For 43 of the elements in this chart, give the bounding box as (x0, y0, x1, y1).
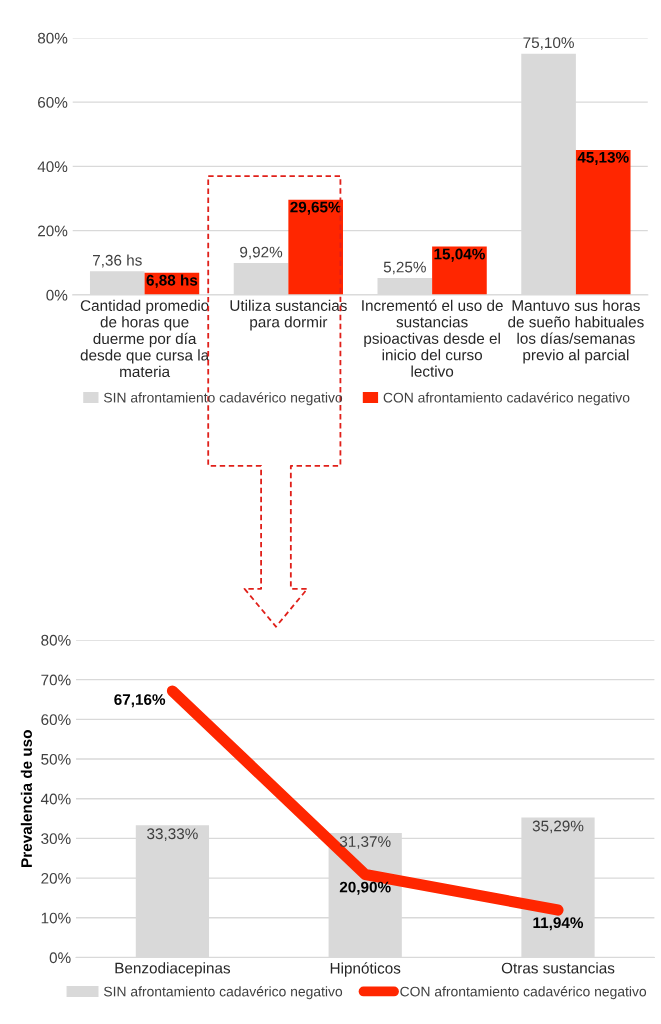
legend-label: CON afrontamiento cadavérico negativo (400, 986, 647, 1000)
data-label: 31,37% (339, 836, 391, 849)
x-tick-label: Mantuvo sus horas de sueño habituales los días/semanas previo al parcial (508, 299, 644, 364)
y-tick-label: 40% (37, 161, 68, 173)
bar (288, 199, 343, 295)
data-label: 9,92% (240, 246, 283, 260)
bar (432, 246, 487, 295)
y-tick-label: 80% (41, 634, 71, 646)
y-tick-label: 80% (37, 32, 68, 44)
y-axis-title: Prevalencia de uso (20, 730, 32, 867)
x-tick-label: Benzodiacepinas (115, 962, 231, 977)
y-tick-label: 70% (41, 674, 71, 686)
data-label: 29,65% (290, 201, 342, 215)
x-tick-label: Utiliza sustancias para dormir (230, 299, 347, 331)
data-label: 11,94% (533, 917, 584, 931)
data-label: 20,90% (339, 881, 391, 895)
bar (575, 149, 631, 295)
data-label: 45,13% (577, 151, 629, 165)
y-tick-label: 60% (41, 714, 71, 726)
data-label: 15,04% (434, 248, 485, 262)
legend-label: SIN afrontamiento cadavérico negativo (103, 392, 343, 406)
y-tick-label: 30% (41, 833, 71, 845)
x-tick-label: Otras sustancias (501, 962, 615, 974)
data-label: 5,25% (383, 261, 426, 275)
data-label: 33,33% (147, 828, 198, 841)
y-tick-label: 50% (41, 753, 71, 765)
x-tick-label: Incrementó el uso de sustancias psioactivas desde el inicio del curso lectivo (362, 299, 503, 377)
data-label: 75,10% (523, 37, 574, 50)
y-tick-label: 10% (41, 912, 71, 924)
y-tick-label: 60% (38, 97, 68, 108)
data-label: 6,88 hs (146, 274, 198, 288)
data-label: 35,29% (532, 820, 584, 834)
data-label: 67,16% (114, 694, 166, 708)
x-tick-label: Cantidad promedio de horas que duerme por día desde que cursa la materia (80, 299, 210, 378)
y-tick-label: 0% (49, 952, 71, 964)
y-tick-label: 0% (46, 289, 68, 301)
data-label: 7,36 hs (93, 254, 142, 268)
x-tick-label: Hipnóticos (330, 962, 401, 977)
y-tick-label: 20% (38, 225, 68, 237)
legend-label: CON afrontamiento cadavérico negativo (383, 392, 630, 406)
y-tick-label: 40% (40, 793, 71, 805)
y-tick-label: 20% (41, 872, 71, 884)
legend-label: SIN afrontamiento cadavérico negativo (103, 986, 343, 1000)
